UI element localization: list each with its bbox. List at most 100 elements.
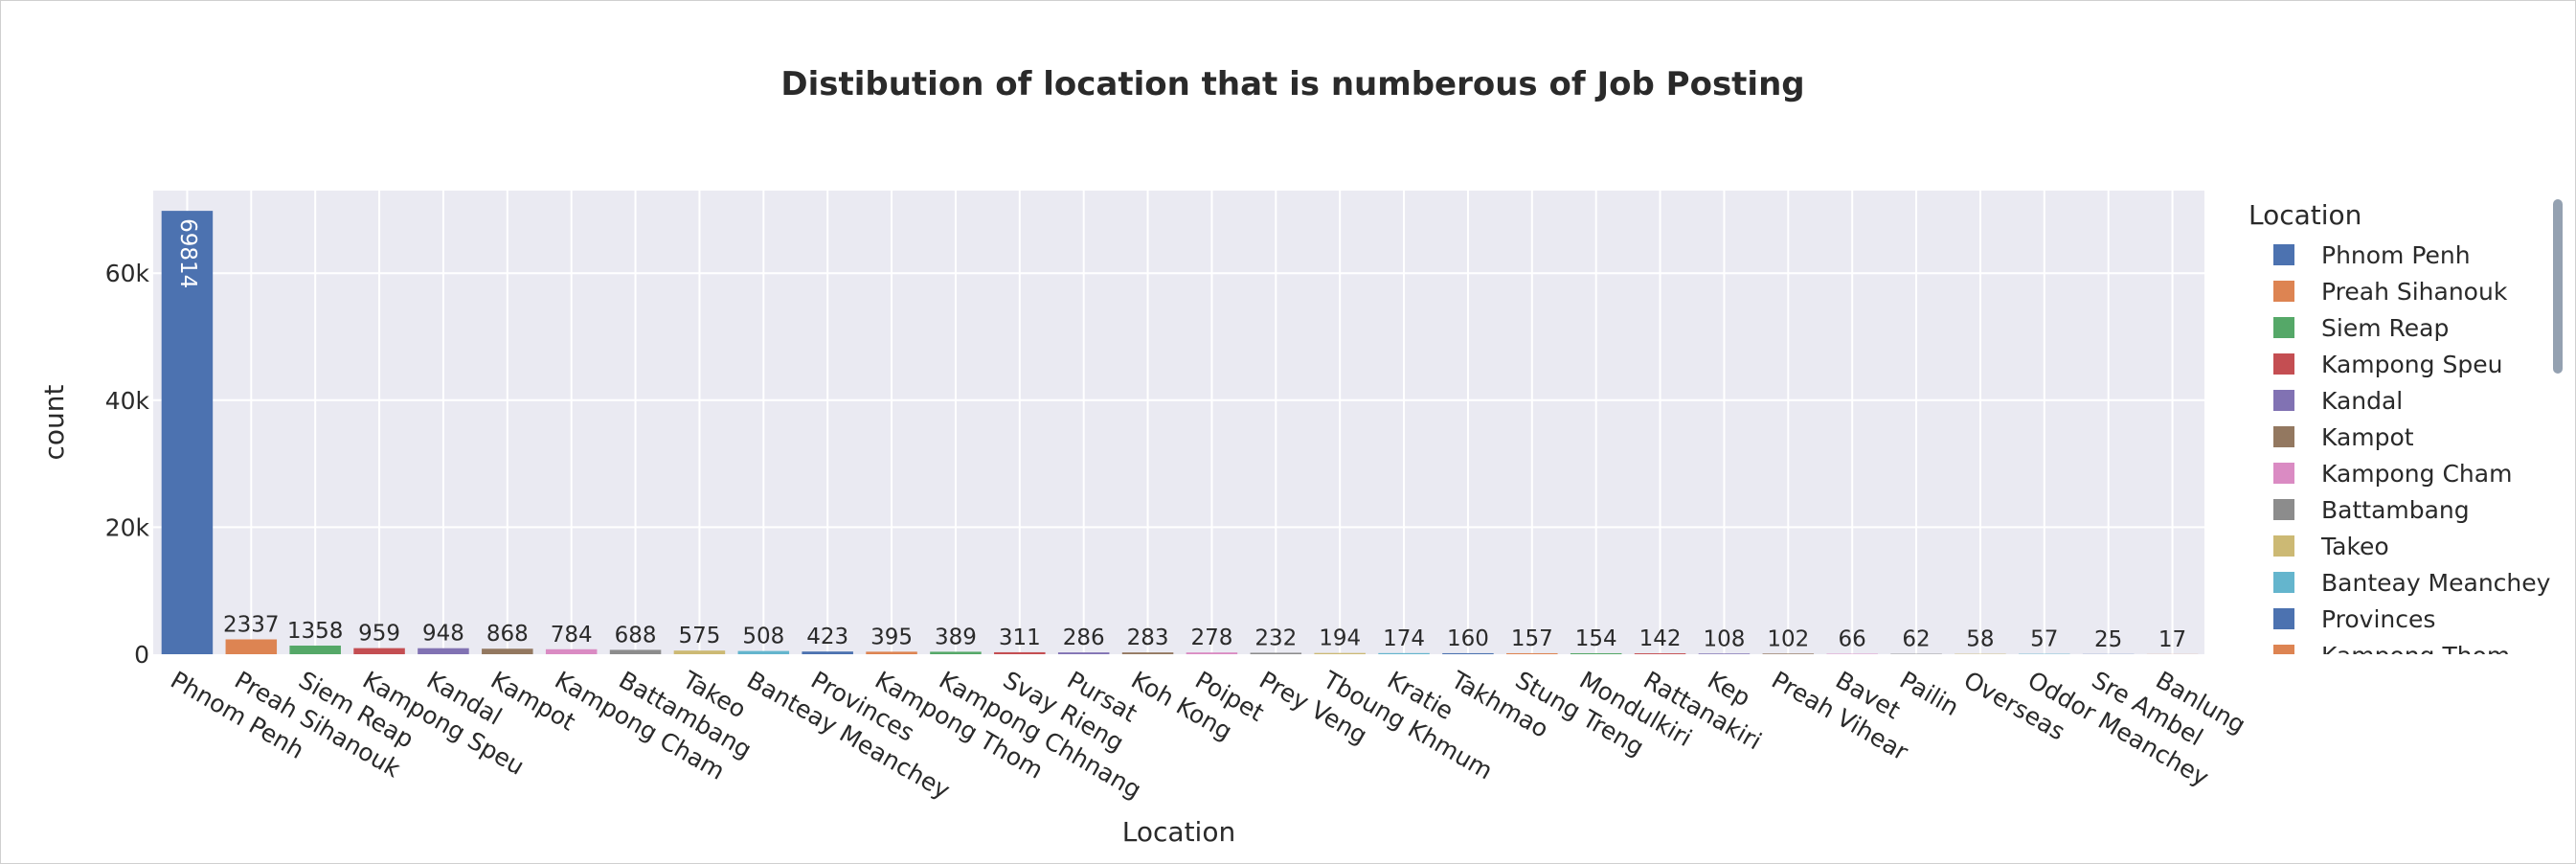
bar-mondulkiri[interactable] xyxy=(1570,652,1622,654)
data-label: 174 xyxy=(1383,626,1425,651)
data-label: 69814 xyxy=(175,218,200,288)
bar-kampot[interactable] xyxy=(482,648,533,654)
plot-background xyxy=(153,191,2204,654)
bars xyxy=(161,211,2199,655)
bar-stung-treng[interactable] xyxy=(1506,652,1558,654)
data-label: 154 xyxy=(1575,626,1617,651)
bar-poipet[interactable] xyxy=(1186,652,1238,654)
bar-provinces[interactable] xyxy=(802,651,853,654)
data-label: 62 xyxy=(1902,627,1930,652)
bar-preah-sihanouk[interactable] xyxy=(225,639,278,654)
data-label: 1358 xyxy=(287,619,344,644)
legend-entry[interactable]: Battambang xyxy=(2273,496,2470,524)
data-label: 142 xyxy=(1639,626,1682,651)
data-label: 278 xyxy=(1190,625,1232,650)
bar-takhmao[interactable] xyxy=(1442,652,1494,654)
legend-label: Kampot xyxy=(2321,423,2414,451)
legend-swatch xyxy=(2273,281,2294,302)
bar-koh-kong[interactable] xyxy=(1121,652,1174,654)
bar-kep[interactable] xyxy=(1698,653,1751,654)
legend-label: Preah Sihanouk xyxy=(2321,278,2508,306)
data-label: 688 xyxy=(615,623,657,648)
legend-label: Kampong Speu xyxy=(2321,351,2502,378)
bar-preah-vihear[interactable] xyxy=(1762,653,1815,654)
bar-prey-veng[interactable] xyxy=(1250,652,1302,654)
data-label: 311 xyxy=(999,625,1041,650)
y-tick-label: 0 xyxy=(134,641,149,669)
data-label: 784 xyxy=(551,623,593,648)
data-label: 194 xyxy=(1319,626,1361,651)
legend-swatch xyxy=(2273,244,2294,265)
bar-pursat[interactable] xyxy=(1057,652,1110,654)
legend-entry[interactable]: Kampong Cham xyxy=(2273,460,2512,488)
y-axis-ticks: 0 20k 40k 60k xyxy=(105,260,150,669)
legend-entry[interactable]: Provinces xyxy=(2273,605,2435,633)
data-label: 157 xyxy=(1511,626,1553,651)
bar-kampong-thom[interactable] xyxy=(866,651,917,654)
legend-entry[interactable]: Banteay Meanchey xyxy=(2273,569,2551,597)
legend-label: Provinces xyxy=(2321,605,2435,633)
bar-siem-reap[interactable] xyxy=(289,645,341,654)
legend-label: Banteay Meanchey xyxy=(2321,569,2551,597)
chart-title: Distibution of location that is numberou… xyxy=(780,65,1804,103)
legend-entry[interactable]: Phnom Penh xyxy=(2273,241,2471,269)
legend-label: Kandal xyxy=(2321,387,2403,415)
legend-entries: Phnom Penh Preah Sihanouk Siem Reap Kampong… xyxy=(2273,241,2551,670)
bar-banteay-meanchey[interactable] xyxy=(737,650,790,654)
data-label: 160 xyxy=(1447,626,1489,651)
data-label: 57 xyxy=(2030,627,2058,652)
bar-phnom-penh[interactable] xyxy=(161,211,214,655)
legend-entry[interactable]: Takeo xyxy=(2273,533,2389,560)
legend-entry[interactable]: Kandal xyxy=(2273,387,2403,415)
bar-takeo[interactable] xyxy=(673,650,726,654)
bar-kampong-speu[interactable] xyxy=(353,648,405,654)
x-tick-label: Pailin xyxy=(1895,666,1964,721)
legend-label: Takeo xyxy=(2320,533,2389,560)
legend-swatch xyxy=(2273,499,2294,520)
legend-swatch xyxy=(2273,535,2294,557)
legend-entry[interactable]: Kampong Thom xyxy=(2273,642,2510,670)
legend-label: Phnom Penh xyxy=(2321,241,2471,269)
bar-kandal[interactable] xyxy=(418,648,469,654)
data-label: 283 xyxy=(1127,625,1169,650)
bar-svay-rieng[interactable] xyxy=(994,651,1046,654)
legend-swatch xyxy=(2273,426,2294,447)
legend-scrollbar[interactable] xyxy=(2553,199,2563,374)
bar-kampong-cham[interactable] xyxy=(545,648,598,654)
data-label: 66 xyxy=(1839,627,1866,652)
data-label: 868 xyxy=(486,622,529,647)
legend-swatch xyxy=(2273,317,2294,338)
legend-swatch xyxy=(2273,390,2294,411)
bar-kratie[interactable] xyxy=(1378,652,1430,654)
legend-entry[interactable]: Preah Sihanouk xyxy=(2273,278,2508,306)
y-tick-label: 60k xyxy=(105,260,150,287)
bar-tboung-khmum[interactable] xyxy=(1314,652,1366,654)
legend-label: Kampong Cham xyxy=(2321,460,2512,488)
data-label: 575 xyxy=(678,624,720,648)
data-label: 389 xyxy=(935,625,977,649)
y-tick-label: 20k xyxy=(105,513,150,541)
legend-entry[interactable]: Kampong Speu xyxy=(2273,351,2502,378)
data-label: 232 xyxy=(1254,625,1297,650)
data-label: 108 xyxy=(1703,626,1745,651)
bar-battambang[interactable] xyxy=(609,649,662,654)
y-axis-title: count xyxy=(38,384,70,460)
legend-swatch xyxy=(2273,645,2294,654)
data-label: 423 xyxy=(806,625,848,649)
y-tick-label: 40k xyxy=(105,387,150,415)
legend-entry[interactable]: Siem Reap xyxy=(2273,314,2449,342)
bar-rattanakiri[interactable] xyxy=(1634,653,1686,654)
legend-label: Battambang xyxy=(2321,496,2470,524)
data-label: 2337 xyxy=(223,613,280,638)
bar-kampong-chhnang[interactable] xyxy=(930,651,982,654)
data-label: 102 xyxy=(1767,626,1809,651)
data-labels: 69814 2337 1358 959 948 868 784 688 575 508 423 395… xyxy=(175,218,2186,652)
data-label: 25 xyxy=(2094,627,2122,652)
data-label: 395 xyxy=(870,625,913,649)
data-label: 959 xyxy=(358,622,400,647)
legend-entry[interactable]: Kampot xyxy=(2273,423,2414,451)
data-label: 58 xyxy=(1966,627,1994,652)
